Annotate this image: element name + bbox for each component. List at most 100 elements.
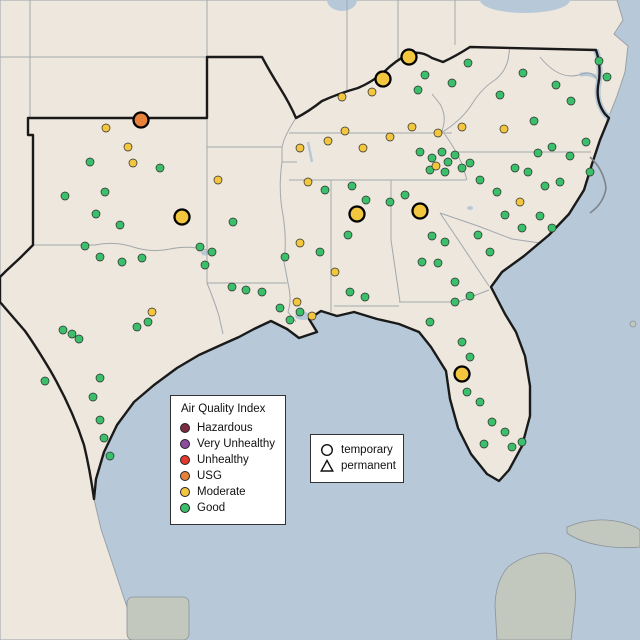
station-marker-good xyxy=(535,211,545,221)
station-marker-good xyxy=(465,158,475,168)
station-marker-moderate xyxy=(348,205,366,223)
aqi-legend-items: Hazardous Very Unhealthy Unhealthy USG Moder… xyxy=(180,420,275,516)
station-marker-good xyxy=(465,352,475,362)
station-marker-good xyxy=(457,337,467,347)
station-marker-moderate xyxy=(337,92,347,102)
station-marker-good xyxy=(425,317,435,327)
station-marker-good xyxy=(88,392,98,402)
station-marker-good xyxy=(533,148,543,158)
aqi-color-swatch xyxy=(180,487,190,497)
station-marker-moderate xyxy=(295,143,305,153)
station-marker-good xyxy=(547,142,557,152)
station-marker-moderate xyxy=(128,158,138,168)
marker-type-legend: temporary permanent xyxy=(310,434,404,483)
station-marker-moderate xyxy=(213,175,223,185)
station-marker-good xyxy=(463,58,473,68)
lake-michigan xyxy=(327,0,357,11)
station-marker-good xyxy=(257,287,267,297)
station-marker-good xyxy=(105,451,115,461)
station-marker-good xyxy=(457,163,467,173)
station-marker-moderate xyxy=(330,267,340,277)
station-marker-good xyxy=(427,153,437,163)
station-marker-good xyxy=(80,241,90,251)
station-marker-moderate xyxy=(340,126,350,136)
station-marker-moderate xyxy=(123,142,133,152)
station-marker-good xyxy=(485,247,495,257)
station-marker-good xyxy=(415,147,425,157)
station-marker-good xyxy=(280,252,290,262)
aqi-legend-label: Good xyxy=(197,502,226,514)
station-marker-good xyxy=(517,437,527,447)
marker-type-label: permanent xyxy=(341,460,396,472)
station-marker-good xyxy=(345,287,355,297)
station-marker-good xyxy=(540,181,550,191)
station-marker-good xyxy=(285,315,295,325)
aqi-legend-item: Unhealthy xyxy=(180,452,275,468)
station-marker-good xyxy=(566,96,576,106)
station-marker-good xyxy=(275,303,285,313)
station-marker-good xyxy=(450,150,460,160)
station-marker-moderate xyxy=(453,365,471,383)
aqi-color-swatch xyxy=(180,471,190,481)
station-marker-moderate xyxy=(374,70,392,88)
outer-banks xyxy=(589,156,607,214)
reservoir-lake xyxy=(467,206,473,210)
aqi-color-swatch xyxy=(180,503,190,513)
station-marker-good xyxy=(585,167,595,177)
station-marker-good xyxy=(425,165,435,175)
station-marker-good xyxy=(443,157,453,167)
aqi-legend-label: Hazardous xyxy=(197,422,253,434)
station-marker-good xyxy=(315,247,325,257)
station-marker-good xyxy=(91,209,101,219)
station-marker-good xyxy=(60,191,70,201)
station-marker-good xyxy=(320,185,330,195)
station-marker-moderate xyxy=(499,124,509,134)
aqi-legend-label: Very Unhealthy xyxy=(197,438,275,450)
station-marker-moderate xyxy=(457,122,467,132)
station-marker-good xyxy=(507,442,517,452)
station-marker-good xyxy=(347,181,357,191)
station-marker-moderate xyxy=(367,87,377,97)
aqi-legend-label: Moderate xyxy=(197,486,246,498)
station-marker-good xyxy=(565,151,575,161)
station-marker-moderate xyxy=(323,136,333,146)
station-marker-good xyxy=(143,317,153,327)
station-marker-moderate xyxy=(307,311,317,321)
station-marker-good xyxy=(195,242,205,252)
station-marker-good xyxy=(85,157,95,167)
station-marker-good xyxy=(495,90,505,100)
station-marker-good xyxy=(551,80,561,90)
station-marker-good xyxy=(155,163,165,173)
aqi-legend-item: Hazardous xyxy=(180,420,275,436)
station-marker-good xyxy=(74,334,84,344)
station-marker-good xyxy=(67,329,77,339)
station-marker-good xyxy=(518,68,528,78)
station-marker-good xyxy=(95,252,105,262)
station-marker-good xyxy=(137,253,147,263)
bahamas-island xyxy=(629,320,637,328)
triangle-marker-icon xyxy=(320,459,334,473)
station-marker-good xyxy=(475,175,485,185)
aqi-legend: Air Quality Index Hazardous Very Unhealth… xyxy=(170,395,286,525)
station-marker-good xyxy=(547,223,557,233)
kentucky-lake xyxy=(306,141,314,163)
station-marker-good xyxy=(420,70,430,80)
station-marker-good xyxy=(487,417,497,427)
station-marker-good xyxy=(602,72,612,82)
station-marker-good xyxy=(479,439,489,449)
station-marker-moderate xyxy=(385,132,395,142)
station-marker-good xyxy=(475,397,485,407)
station-marker-good xyxy=(40,376,50,386)
station-marker-usg xyxy=(132,111,150,129)
station-marker-good xyxy=(465,291,475,301)
station-marker-good xyxy=(115,220,125,230)
station-marker-moderate xyxy=(431,161,441,171)
station-marker-good xyxy=(492,187,502,197)
station-marker-good xyxy=(594,56,604,66)
station-marker-good xyxy=(433,258,443,268)
station-marker-moderate xyxy=(358,143,368,153)
marker-type-legend-item: temporary xyxy=(320,442,393,458)
station-marker-good xyxy=(450,277,460,287)
